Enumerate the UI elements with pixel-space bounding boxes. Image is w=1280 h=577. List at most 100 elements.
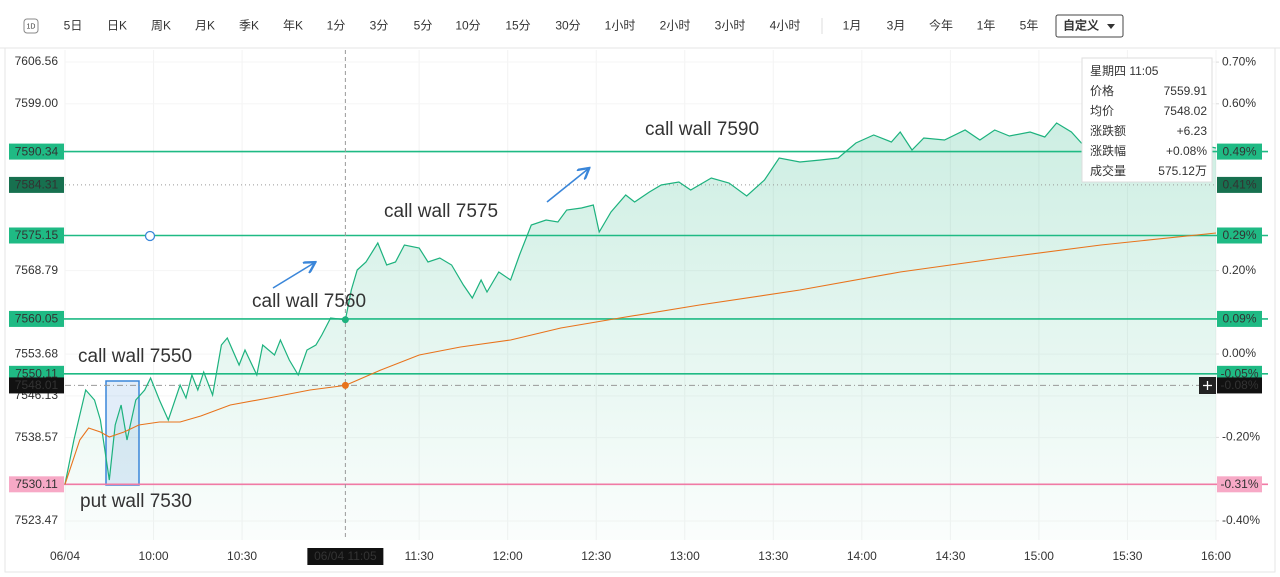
level-label-box: [9, 476, 64, 493]
level-pct-box: [1217, 143, 1262, 160]
level-pct-label: -0.31%: [1220, 477, 1258, 491]
period-button[interactable]: 5分: [414, 19, 433, 33]
custom-range-box[interactable]: [1055, 14, 1124, 38]
arrow: [272, 263, 314, 289]
annotation: call wall 7575: [384, 201, 498, 222]
period-button[interactable]: 4小时: [770, 19, 801, 33]
period-button[interactable]: 3分: [370, 19, 389, 33]
level-pct-label: -0.08%: [1220, 378, 1258, 392]
y2-tick-label: 0.70%: [1222, 54, 1256, 68]
series-line: [64, 122, 1217, 485]
series-line: [64, 232, 1217, 485]
level-pct-label: 0.29%: [1222, 228, 1256, 242]
x-tick-label: 10:00: [139, 549, 169, 563]
area-layer: [65, 123, 1216, 540]
tooltip-label: 涨跌幅: [1090, 143, 1126, 158]
tooltip-value: 575.12万: [1158, 164, 1207, 178]
range-button[interactable]: 1年: [977, 19, 996, 33]
tooltip-value: 7559.91: [1164, 84, 1208, 98]
period-button[interactable]: 年K: [283, 19, 303, 33]
period-button[interactable]: 周K: [151, 19, 171, 33]
toolbar: 1D 自定义 5日 日K 周K 月K 季K 年K 1分 3分 5分 10分 15分 30分 1小时 2小时…: [23, 14, 1124, 38]
x-tick-label: 15:00: [1024, 549, 1054, 563]
level-label-box: [9, 227, 64, 244]
x-tick-label: 16:00: [1201, 549, 1231, 563]
x-tick-label: 12:00: [493, 549, 523, 563]
x-tick-label: 14:00: [847, 549, 877, 563]
annotation: call wall 7560: [252, 291, 366, 312]
annotation: call wall 7550: [78, 346, 192, 367]
crosshair-dot: [341, 381, 349, 389]
crosshair-label-box: [307, 548, 384, 565]
anchor-circle: [144, 230, 156, 242]
level-pct-label: 0.41%: [1222, 178, 1256, 192]
arrow: [546, 169, 588, 203]
period-button[interactable]: 10分: [455, 19, 480, 33]
y2-tick-label: -0.20%: [1222, 430, 1260, 444]
tooltip-label: 均价: [1090, 104, 1114, 118]
y-tick-label: 7538.57: [15, 430, 59, 444]
y-tick-label: 7523.47: [15, 513, 59, 527]
level-label: 7590.34: [15, 144, 59, 158]
period-button[interactable]: 3小时: [715, 19, 746, 33]
x-tick-label: 13:00: [670, 549, 700, 563]
tooltip-label: 成交量: [1090, 163, 1126, 178]
period-button[interactable]: 15分: [505, 19, 530, 33]
level-label: 7550.11: [15, 367, 58, 381]
period-button[interactable]: 2小时: [660, 19, 691, 33]
tooltip-title: 星期四 11:05: [1090, 64, 1159, 78]
tooltip: 星期四 11:05 价格 7559.91 均价 7548.02 涨跌额 +6.23 涨跌幅 +…: [1081, 57, 1213, 183]
level-label-box: [9, 143, 64, 160]
range-button[interactable]: 今年: [929, 18, 953, 33]
chart-frame: [4, 47, 1276, 573]
level-pct-box: [1217, 227, 1262, 244]
y2-tick-label: -0.40%: [1222, 513, 1260, 527]
period-button[interactable]: 1分: [327, 19, 346, 33]
y2-tick-label: 0.20%: [1222, 263, 1256, 277]
period-icon-box[interactable]: [23, 18, 39, 34]
x-tick-label: 10:30: [227, 549, 257, 563]
period-button[interactable]: 季K: [239, 19, 259, 33]
level-label: 7575.15: [15, 228, 59, 242]
level-label-box: [9, 310, 64, 327]
range-button[interactable]: 3月: [887, 19, 906, 33]
range-button[interactable]: 1月: [843, 19, 862, 33]
y-tick-label: 7599.00: [15, 96, 59, 110]
tooltip-label: 价格: [1090, 83, 1114, 98]
price-area: [65, 123, 1216, 540]
period-icon: 1D: [27, 23, 36, 30]
tooltip-value: 7548.02: [1164, 104, 1208, 118]
period-button[interactable]: 月K: [195, 19, 215, 33]
level-pct-label: -0.05%: [1220, 367, 1258, 381]
x-tick-label: 15:30: [1112, 549, 1142, 563]
dropdown-caret: [1107, 24, 1115, 29]
period-button[interactable]: 30分: [555, 19, 580, 33]
labels: 06/04 10:00 10:30 11:30 12:00 12:30 13:00 13:30…: [9, 119, 1262, 565]
tooltip-label: 涨跌额: [1090, 123, 1126, 138]
y-tick-label: 7553.68: [15, 346, 59, 360]
add-icon: [1203, 381, 1212, 390]
tooltip-value: +0.08%: [1166, 144, 1207, 158]
y-tick-label: 7606.56: [15, 54, 59, 68]
level-pct-box: [1217, 377, 1262, 394]
crosshair-label: 06/04 11:05: [314, 549, 377, 563]
y2-tick-label: 0.60%: [1222, 96, 1256, 110]
crosshair-dot: [341, 316, 349, 324]
tooltip-box: [1081, 57, 1213, 183]
level-label: 7548.01: [15, 378, 59, 392]
period-button[interactable]: 1小时: [605, 19, 636, 33]
period-button[interactable]: 日K: [107, 19, 127, 33]
y-tick-label: 7568.79: [15, 263, 59, 277]
annotation: call wall 7590: [645, 119, 759, 140]
period-button[interactable]: 5日: [64, 19, 83, 33]
custom-range[interactable]: 自定义: [1063, 18, 1100, 33]
x-tick-label: 06/04: [50, 549, 80, 563]
level-pct-box: [1217, 476, 1262, 493]
x-tick-label: 13:30: [758, 549, 788, 563]
x-tick-label: 11:30: [405, 549, 434, 563]
level-label-box: [9, 176, 64, 193]
level-pct-box: [1217, 176, 1262, 193]
range-button[interactable]: 5年: [1020, 19, 1039, 33]
